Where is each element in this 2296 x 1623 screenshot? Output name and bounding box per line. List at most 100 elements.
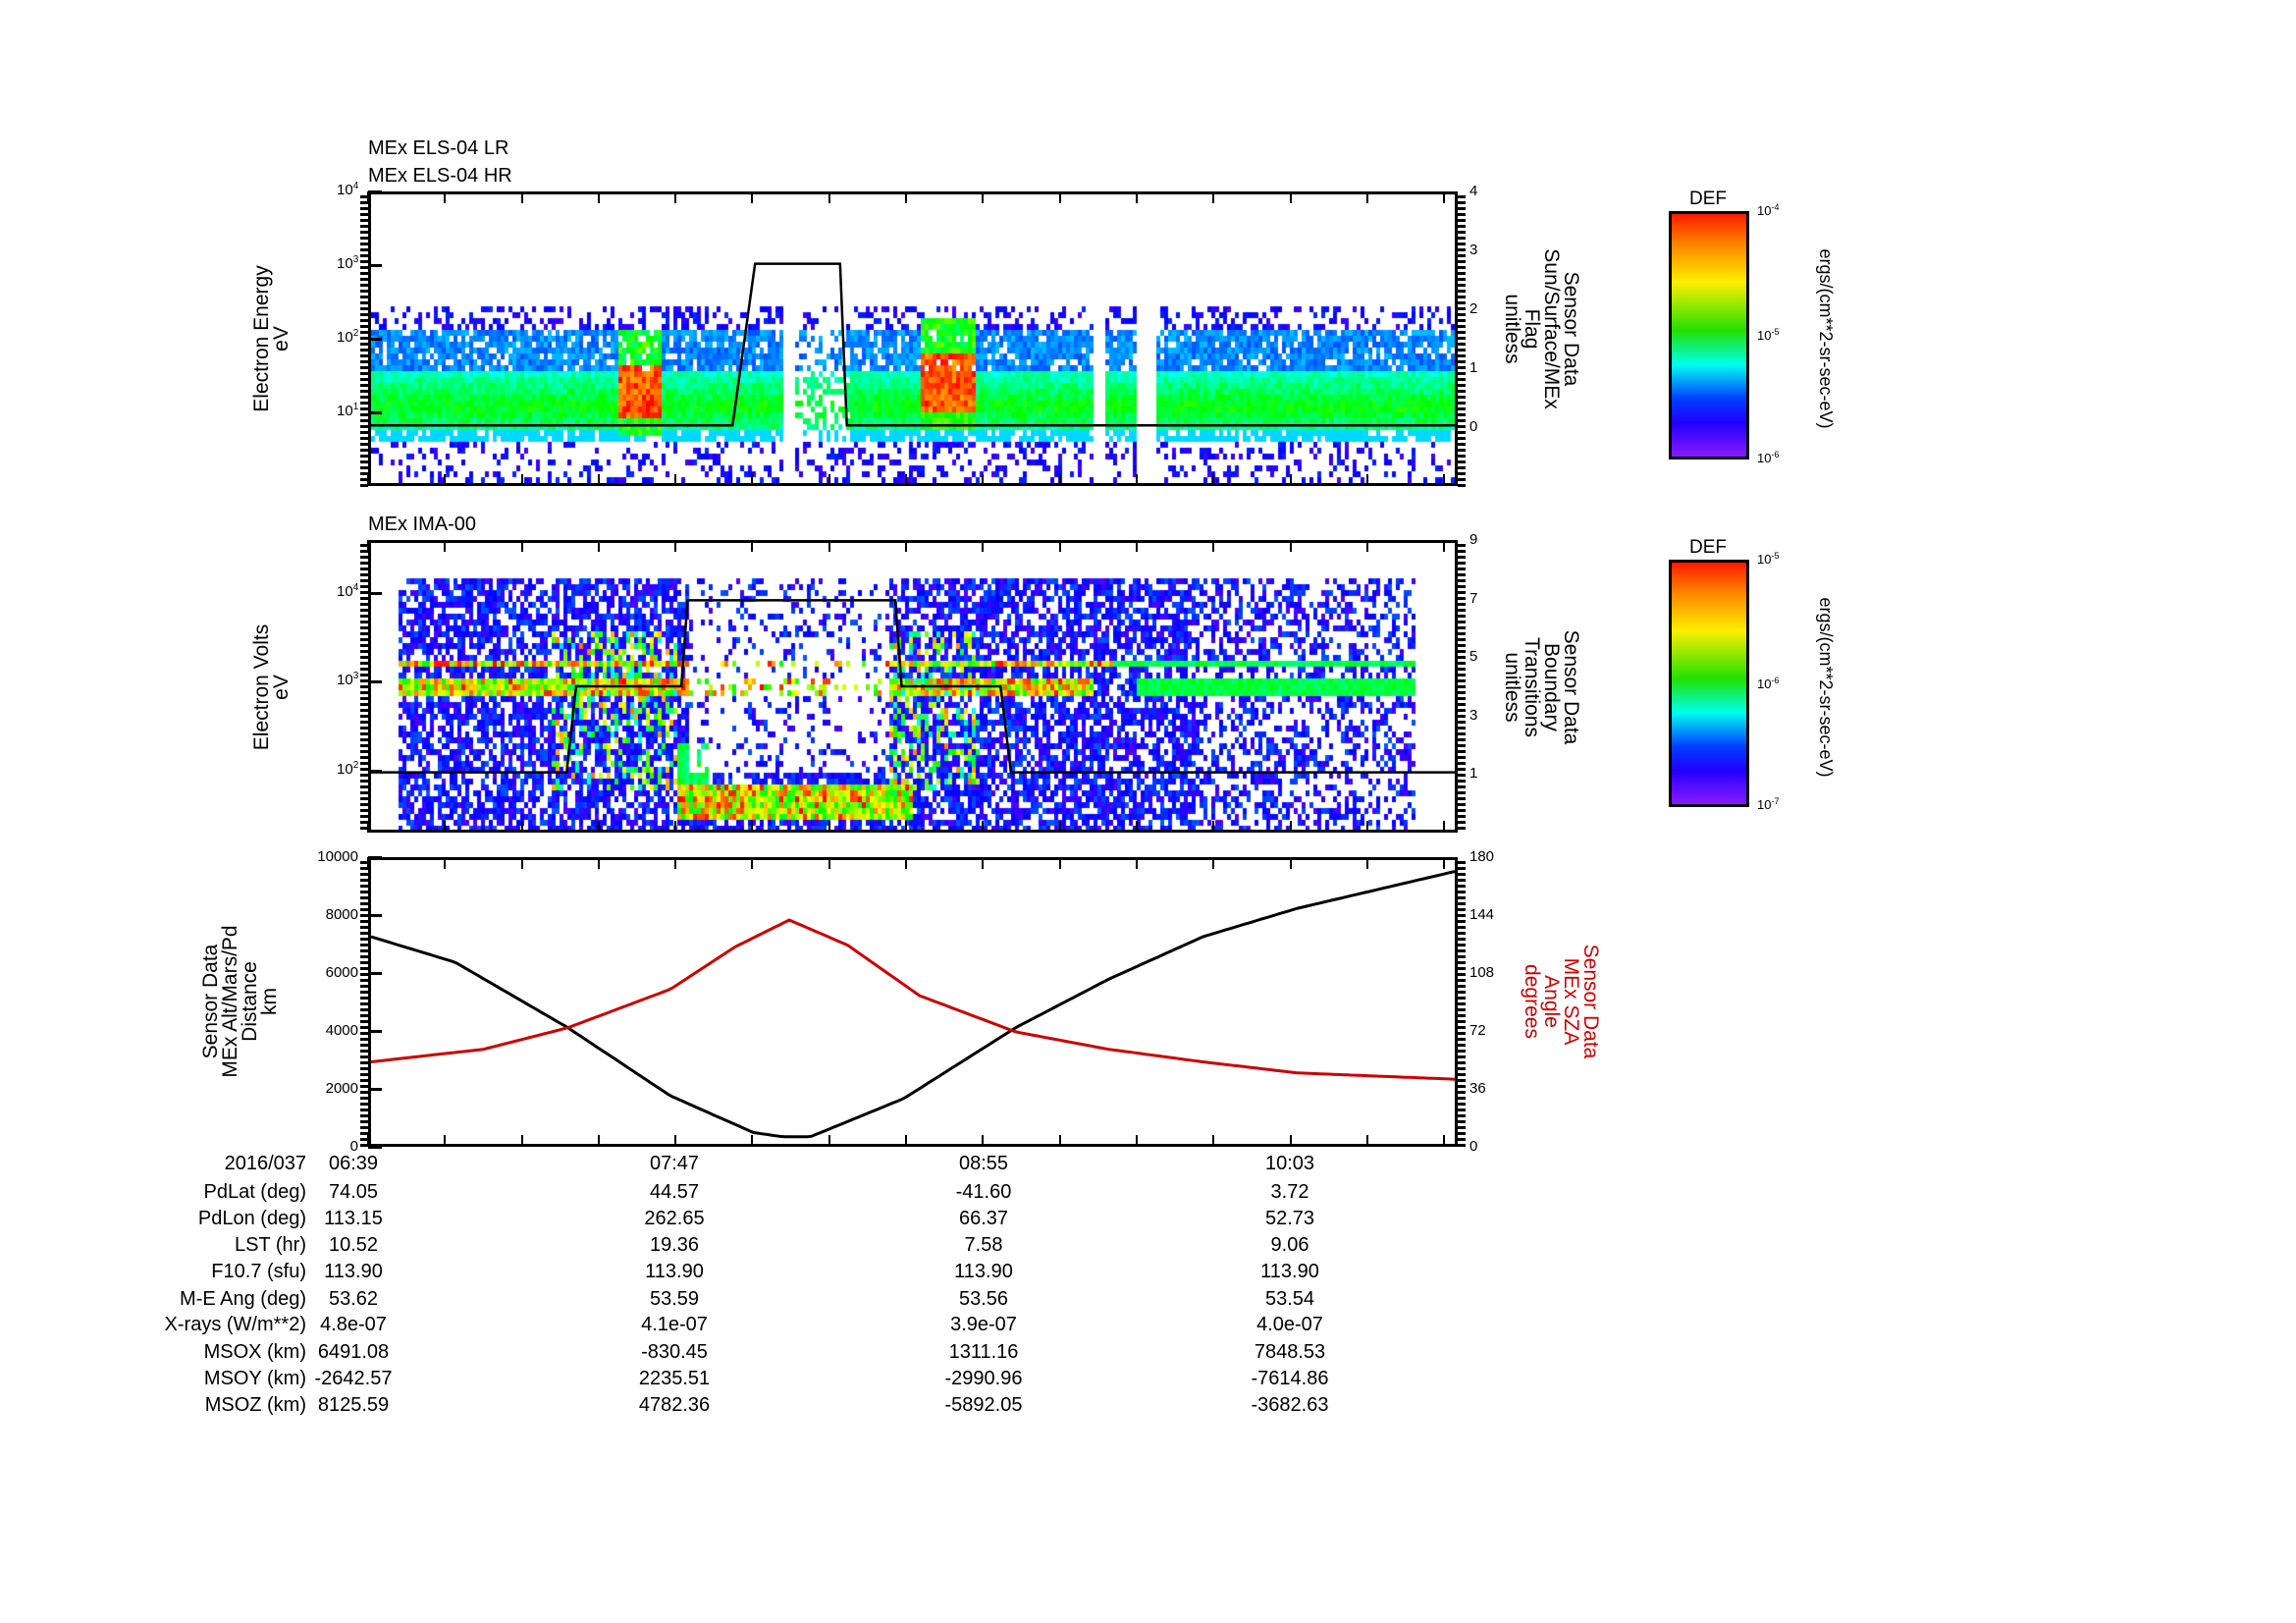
x-tick — [1365, 857, 1368, 869]
y-minor-tick — [360, 366, 368, 369]
y-minor-tick — [360, 791, 368, 794]
y-minor-tick — [360, 325, 368, 328]
y-minor-tick — [1458, 296, 1466, 298]
y-minor-tick — [1458, 402, 1466, 405]
x-tick — [905, 821, 908, 833]
x-tick — [751, 191, 754, 203]
x-tick — [1135, 1135, 1138, 1147]
y-minor-tick — [360, 284, 368, 287]
y-minor-tick — [1458, 407, 1466, 410]
y-minor-tick — [360, 266, 368, 269]
y-tick-label: 6000 — [325, 964, 358, 981]
y-minor-tick — [1458, 1055, 1466, 1058]
ephemeris-value: 10.52 — [328, 1234, 379, 1256]
x-tick — [905, 857, 908, 869]
y-minor-tick — [360, 1126, 368, 1129]
x-tick — [597, 1135, 600, 1147]
y-minor-tick — [360, 738, 368, 741]
y-minor-tick — [1458, 938, 1466, 941]
y-minor-tick — [1458, 1126, 1466, 1129]
y-minor-tick — [360, 768, 368, 771]
y-minor-tick — [360, 201, 368, 204]
panel3-ylabel: Sensor Data MEx Alt/Mars/Pd Distance km — [199, 925, 281, 1078]
y-minor-tick — [1458, 266, 1466, 269]
y2-tick-label: 144 — [1469, 906, 1495, 923]
y-minor-tick — [360, 219, 368, 222]
y-minor-tick — [360, 821, 368, 824]
y-minor-tick — [1458, 278, 1466, 281]
y-minor-tick — [1458, 756, 1466, 759]
y-minor-tick — [360, 891, 368, 893]
y-major-tick — [368, 592, 382, 596]
x-tick — [1212, 191, 1215, 203]
y-minor-tick — [1458, 791, 1466, 794]
y-minor-tick — [1458, 1097, 1466, 1100]
ephemeris-row-label: PdLon (deg) — [197, 1208, 306, 1229]
x-tick — [367, 821, 369, 833]
y-minor-tick — [360, 1144, 368, 1147]
y-minor-tick — [360, 785, 368, 788]
x-tick — [367, 474, 369, 486]
sun-surface-flag-line — [371, 262, 1455, 427]
y-minor-tick — [360, 727, 368, 730]
y-minor-tick — [360, 908, 368, 911]
y-minor-tick — [1458, 632, 1466, 635]
x-tick — [828, 857, 830, 869]
x-tick — [520, 857, 523, 869]
ephemeris-value: 9.06 — [1270, 1234, 1309, 1256]
y-minor-tick — [360, 609, 368, 612]
ima-spectrogram-panel — [368, 540, 1458, 833]
x-tick — [367, 540, 369, 552]
y-minor-tick — [360, 390, 368, 393]
x-tick — [1058, 191, 1061, 203]
panel2-ylabel: Electron Volts eV — [250, 623, 293, 751]
ephemeris-value: 113.15 — [324, 1208, 383, 1229]
y-minor-tick — [360, 1132, 368, 1135]
y-minor-tick — [360, 902, 368, 905]
y-minor-tick — [1458, 556, 1466, 559]
y-minor-tick — [360, 756, 368, 759]
ephemeris-row-label: F10.7 (sfu) — [211, 1261, 306, 1282]
panel2-y2label: Sensor Data Boundary Transitions unitless — [1501, 629, 1582, 745]
y-minor-tick — [1458, 644, 1466, 647]
y-minor-tick — [1458, 674, 1466, 676]
y-minor-tick — [1458, 284, 1466, 287]
altitude-sza-panel — [368, 857, 1458, 1147]
y-minor-tick — [1458, 638, 1466, 641]
y2-tick-label: 4 — [1469, 183, 1478, 199]
y-minor-tick — [1458, 455, 1466, 458]
y-minor-tick — [1458, 821, 1466, 824]
y-minor-tick — [1458, 1008, 1466, 1011]
x-tick — [1135, 857, 1138, 869]
x-tick — [367, 1135, 369, 1147]
y-minor-tick — [360, 354, 368, 357]
y-minor-tick — [1458, 961, 1466, 964]
y-minor-tick — [1458, 827, 1466, 830]
y-minor-tick — [360, 1103, 368, 1106]
x-tick — [597, 540, 600, 552]
ephemeris-row-label: M-E Ang (deg) — [180, 1288, 306, 1310]
y-minor-tick — [360, 691, 368, 694]
y-minor-tick — [360, 603, 368, 606]
y-minor-tick — [360, 460, 368, 463]
y-minor-tick — [360, 1109, 368, 1111]
y-minor-tick — [1458, 413, 1466, 416]
y-minor-tick — [1458, 685, 1466, 688]
x-tick — [982, 474, 985, 486]
y-minor-tick — [360, 632, 368, 635]
y-minor-tick — [1458, 390, 1466, 393]
time-tick-label: 07:47 — [649, 1153, 700, 1174]
y-minor-tick — [1458, 920, 1466, 923]
y-minor-tick — [360, 674, 368, 676]
y-minor-tick — [1458, 815, 1466, 818]
y-minor-tick — [360, 920, 368, 923]
y-minor-tick — [360, 1138, 368, 1141]
y-minor-tick — [360, 679, 368, 682]
y-minor-tick — [360, 243, 368, 245]
ephemeris-value: 2235.51 — [638, 1368, 711, 1389]
panel1-title-hr: MEx ELS-04 HR — [368, 165, 512, 187]
x-tick — [674, 540, 677, 552]
y-minor-tick — [1458, 914, 1466, 917]
ephemeris-row-label: MSOX (km) — [203, 1341, 306, 1363]
y-minor-tick — [1458, 290, 1466, 293]
